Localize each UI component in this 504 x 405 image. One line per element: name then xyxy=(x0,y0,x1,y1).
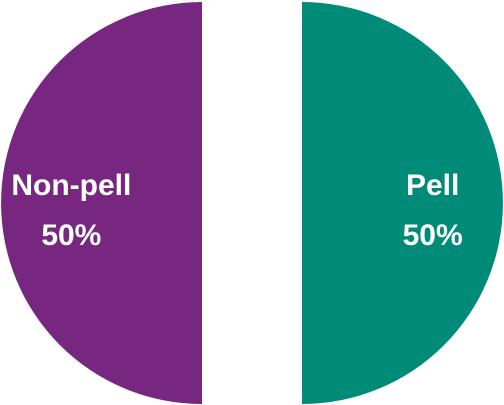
slice-value-label: 50% xyxy=(41,219,101,252)
pie-slice-non-pell xyxy=(1,2,203,404)
labels-layer: Pell 50% Non-pell 50% xyxy=(11,169,462,252)
slice-value-label: 50% xyxy=(403,219,463,252)
slice-category-label: Pell xyxy=(406,169,459,202)
slice-category-label: Non-pell xyxy=(11,169,131,202)
pie-slice-pell xyxy=(302,2,503,404)
